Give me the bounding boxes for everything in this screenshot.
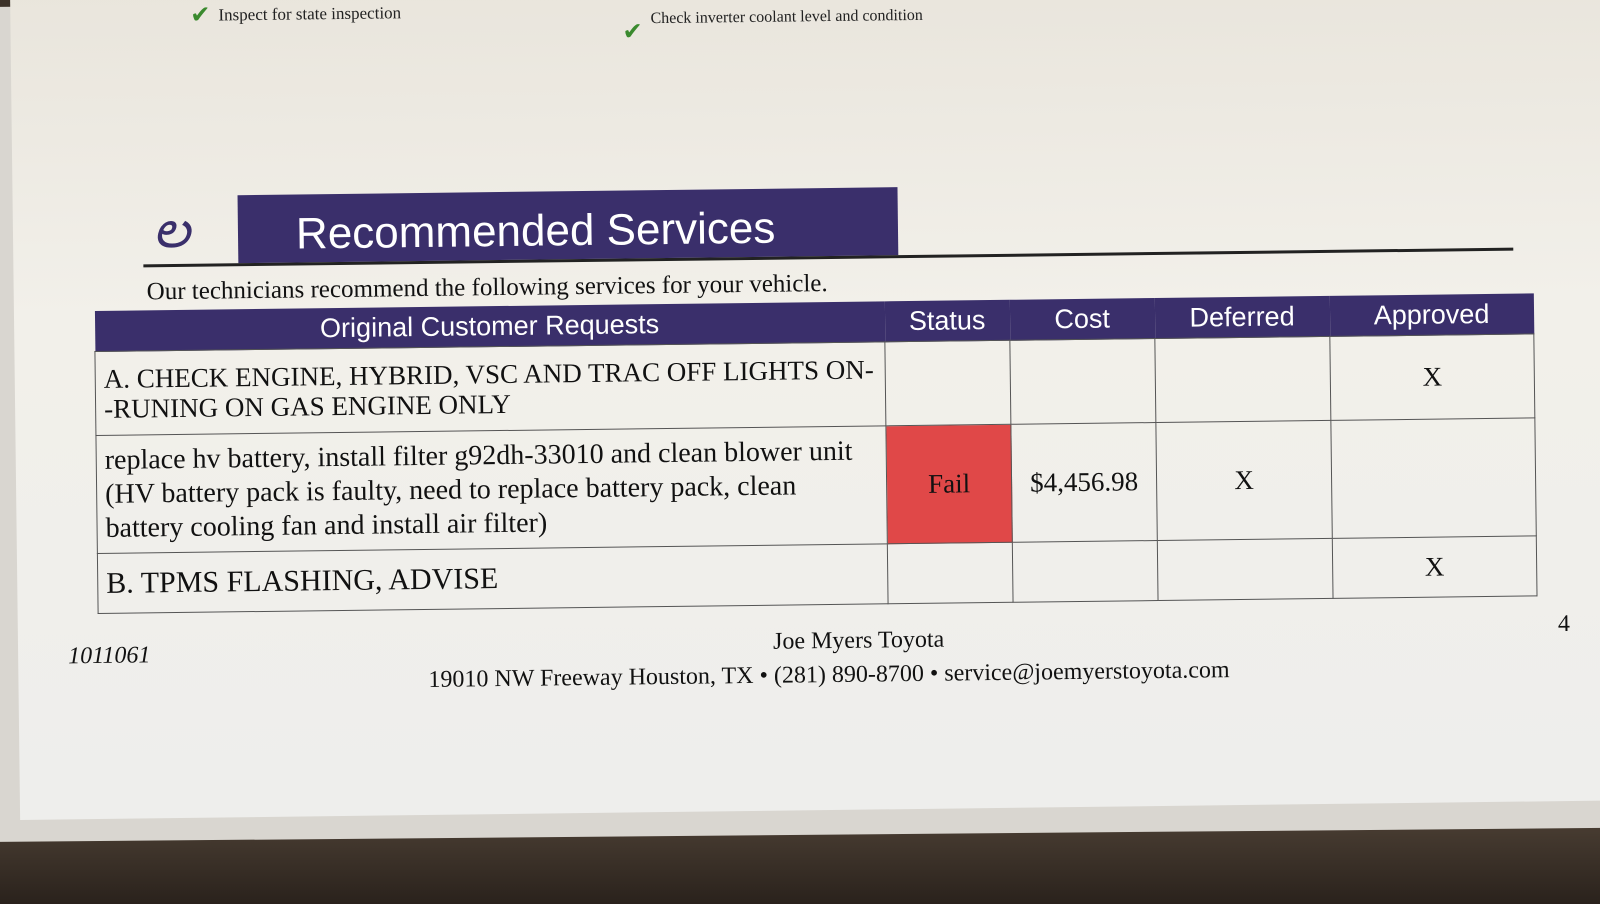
checkmark-icon: ✔ [622, 17, 643, 46]
approved-cell [1330, 417, 1537, 539]
approved-cell: X [1329, 333, 1535, 421]
request-cell: B. TPMS FLASHING, ADVISE [97, 543, 889, 614]
deferred-cell [1154, 336, 1331, 423]
checklist-label: Inspect for state inspection [218, 3, 402, 25]
checkmark-icon: ✔ [190, 0, 211, 29]
cost-cell [1012, 540, 1159, 603]
services-table: Original Customer Requests Status Cost D… [94, 293, 1538, 614]
dealer-address: 19010 NW Freeway Houston, TX • (281) 890… [428, 657, 1230, 693]
cost-cell [1009, 338, 1156, 425]
checklist-item: ✔ Inspect for state inspection [190, 0, 402, 29]
intro-text: Our technicians recommend the following … [146, 270, 828, 306]
header-approved: Approved [1329, 293, 1534, 337]
page-number: 4 [1557, 610, 1571, 638]
approved-cell: X [1332, 535, 1538, 599]
header-deferred: Deferred [1154, 295, 1330, 339]
ro-number: 1011061 [67, 642, 151, 670]
status-cell [887, 542, 1014, 604]
checklist-label: Check inverter coolant level and conditi… [650, 6, 923, 28]
dealer-name: Joe Myers Toyota [772, 626, 945, 655]
status-cell [884, 340, 1011, 426]
cost-cell: $4,456.98 [1010, 422, 1158, 543]
deferred-cell: X [1155, 420, 1333, 541]
header-status: Status [884, 299, 1010, 342]
status-badge: Fail [885, 424, 1013, 544]
section-title: Recommended Services [237, 187, 899, 264]
request-cell: A. CHECK ENGINE, HYBRID, VSC AND TRAC OF… [94, 341, 886, 436]
table-row: replace hv battery, install filter g92dh… [95, 417, 1537, 554]
stethoscope-icon: ల [152, 199, 191, 261]
document-page: ✔ Inspect for state inspection ✔ Check i… [10, 0, 1600, 820]
header-cost: Cost [1009, 298, 1155, 341]
deferred-cell [1157, 538, 1334, 601]
checklist-item: ✔ Check inverter coolant level and condi… [622, 6, 932, 46]
request-cell: replace hv battery, install filter g92dh… [95, 425, 888, 554]
